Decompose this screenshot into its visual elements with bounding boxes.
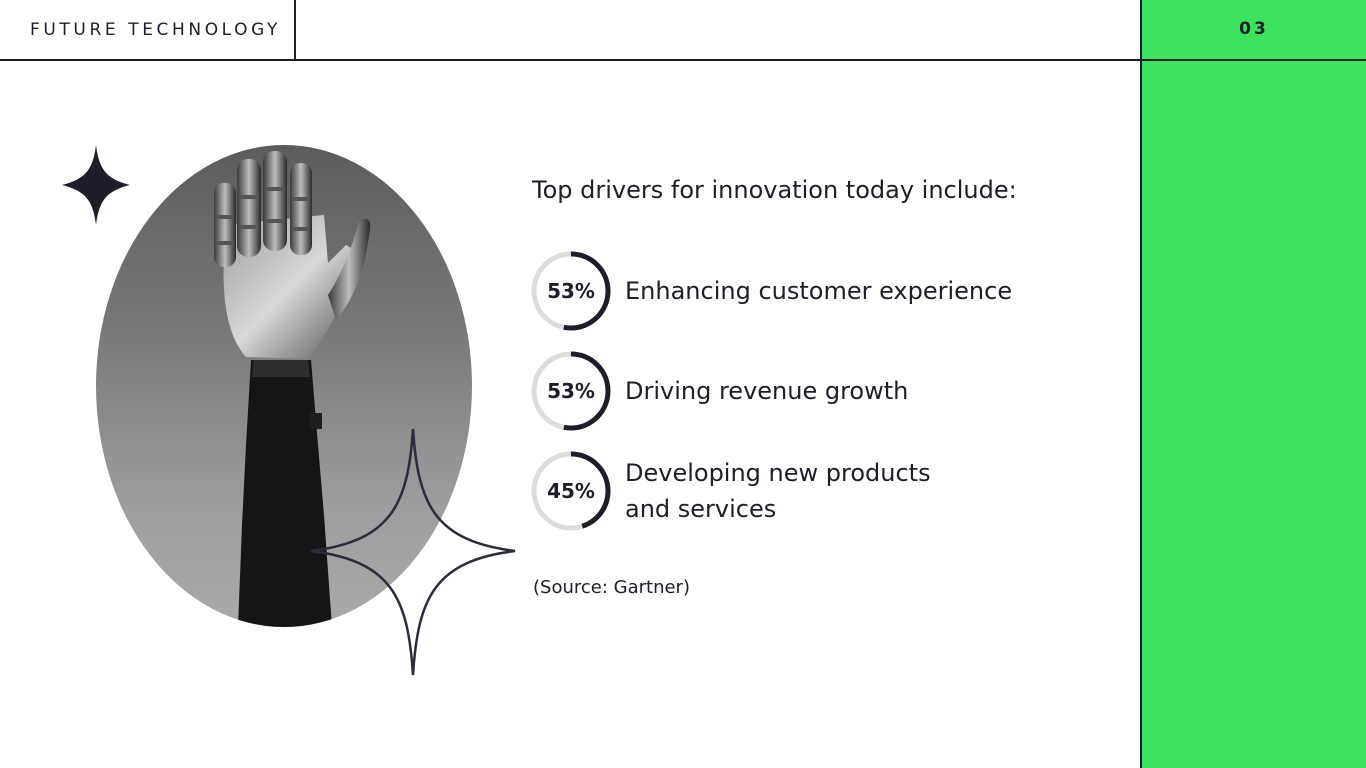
accent-panel-border [1140,0,1142,768]
progress-ring: 53% [530,250,612,332]
stat-item: 45% Developing new products and services [530,450,931,532]
stat-percent: 53% [547,379,595,403]
stat-item: 53% Driving revenue growth [530,350,908,432]
accent-panel-rule [1142,59,1366,61]
header-title: FUTURE TECHNOLOGY [30,20,282,40]
robotic-hand-illustration [214,151,371,627]
source-note: (Source: Gartner) [533,577,690,598]
intro-heading: Top drivers for innovation today include… [532,176,1017,204]
stat-percent: 53% [547,279,595,303]
robotic-hand-photo [96,145,472,627]
header-divider [294,0,296,60]
progress-ring: 45% [530,450,612,532]
stat-item: 53% Enhancing customer experience [530,250,1012,332]
four-point-star-icon [62,145,130,225]
four-point-star-outline-icon [310,428,516,676]
accent-panel [1142,0,1366,768]
stat-label: Driving revenue growth [625,377,909,405]
stat-label: Developing new products and services [625,459,931,523]
stat-percent: 45% [547,479,595,503]
stat-label: Enhancing customer experience [625,277,1013,305]
page-number: 03 [1239,19,1269,39]
header-rule [0,59,1142,61]
progress-ring: 53% [530,350,612,432]
